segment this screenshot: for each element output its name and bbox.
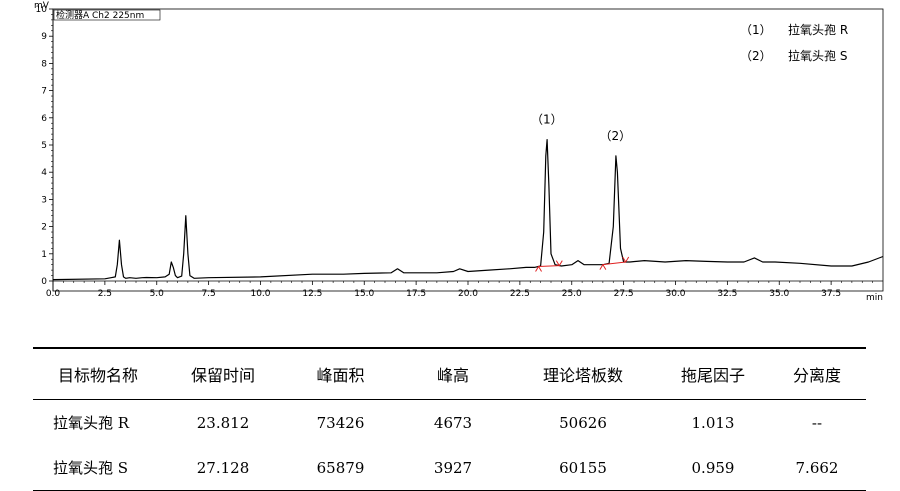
cell-peak-area: 65879 xyxy=(283,445,398,491)
detector-label: 检测器A Ch2 225nm xyxy=(53,9,161,21)
x-tick-label: 12.5 xyxy=(302,289,322,299)
integration-start-marker xyxy=(599,263,607,270)
y-tick-label: 7 xyxy=(41,87,47,97)
x-tick-label: 20.0 xyxy=(458,289,478,299)
integration-markers xyxy=(535,256,630,272)
integration-baseline xyxy=(602,261,626,266)
cell-compound-name: 拉氧头孢 S xyxy=(33,445,163,491)
integration-baseline xyxy=(538,265,560,267)
cell-tailing-factor: 1.013 xyxy=(691,413,735,432)
integration-start-marker xyxy=(535,265,542,272)
y-tick-label: 4 xyxy=(41,168,47,178)
x-tick-label: 37.5 xyxy=(821,289,841,299)
y-axis: 0 1 2 3 4 5 6 7 8 9 10 xyxy=(36,5,54,291)
legend-marker: （1） xyxy=(740,23,772,37)
header-compound-name: 目标物名称 xyxy=(33,347,163,400)
x-unit-label: min xyxy=(866,293,883,303)
chromatogram-trace xyxy=(52,139,884,281)
header-theoretical-plates: 理论塔板数 xyxy=(508,347,658,400)
legend: （1） 拉氧头孢 R （2） 拉氧头孢 S xyxy=(740,22,848,63)
table-row: 拉氧头孢 S 27.128 65879 3927 60155 0.959 7.6… xyxy=(33,445,866,491)
x-tick-label: 35.0 xyxy=(769,289,789,299)
x-tick-label: 17.5 xyxy=(406,289,426,299)
legend-entry-label: 拉氧头孢 R xyxy=(788,22,848,37)
x-tick-label: 0.0 xyxy=(46,289,61,299)
x-tick-label: 2.5 xyxy=(98,289,112,299)
y-tick-label: 5 xyxy=(41,141,47,151)
y-tick-label: 3 xyxy=(41,195,47,205)
detector-label-text: 检测器A Ch2 225nm xyxy=(56,9,144,21)
x-tick-label: 25.0 xyxy=(562,289,582,299)
table-row: 拉氧头孢 R 23.812 73426 4673 50626 1.013 -- xyxy=(33,400,866,446)
header-resolution: 分离度 xyxy=(768,347,866,400)
y-tick-label: 0 xyxy=(41,277,47,287)
y-tick-label: 6 xyxy=(41,114,47,124)
header-retention-time: 保留时间 xyxy=(163,347,283,400)
x-axis: 0.0 2.5 5.0 7.5 10.0 12.5 15.0 17.5 20.0 22.5 25.0… xyxy=(46,280,883,299)
cell-retention-time: 23.812 xyxy=(196,413,250,432)
x-tick-label: 30.0 xyxy=(665,289,685,299)
cell-retention-time: 27.128 xyxy=(163,445,283,491)
x-tick-label: 5.0 xyxy=(150,289,165,299)
x-tick-label: 10.0 xyxy=(250,289,270,299)
header-peak-height: 峰高 xyxy=(398,347,508,400)
peak-label: （2） xyxy=(600,129,632,143)
x-tick-label: 7.5 xyxy=(201,289,215,299)
x-tick-label: 22.5 xyxy=(510,289,530,299)
peak-labels: （1） （2） xyxy=(531,113,631,143)
cell-theoretical-plates: 50626 xyxy=(559,413,607,432)
results-table: 目标物名称 保留时间 峰面积 峰高 理论塔板数 拖尾因子 分离度 拉氧头孢 R … xyxy=(33,347,866,491)
x-tick-label: 32.5 xyxy=(717,289,737,299)
legend-entry-label: 拉氧头孢 S xyxy=(788,48,847,63)
peak-label: （1） xyxy=(531,113,563,127)
cell-theoretical-plates: 60155 xyxy=(508,445,658,491)
header-peak-area: 峰面积 xyxy=(283,347,398,400)
x-tick-label: 15.0 xyxy=(354,289,374,299)
cell-peak-area: 73426 xyxy=(316,413,365,432)
y-tick-label: 9 xyxy=(41,32,47,42)
x-tick-label: 27.5 xyxy=(614,289,634,299)
integration-end-marker xyxy=(555,260,563,267)
cell-compound-name: 拉氧头孢 R xyxy=(53,414,130,432)
cell-peak-height: 4673 xyxy=(433,413,473,432)
y-tick-label: 1 xyxy=(41,250,47,260)
integration-end-marker xyxy=(622,256,630,263)
cell-resolution: -- xyxy=(811,413,823,432)
legend-marker: （2） xyxy=(740,49,772,63)
y-tick-label: 10 xyxy=(36,5,48,15)
cell-peak-height: 3927 xyxy=(398,445,508,491)
series-line xyxy=(52,139,884,281)
y-tick-label: 2 xyxy=(41,223,47,233)
cell-tailing-factor: 0.959 xyxy=(658,445,768,491)
y-unit-label: mV xyxy=(34,1,50,11)
y-tick-label: 8 xyxy=(41,59,47,69)
header-tailing-factor: 拖尾因子 xyxy=(658,347,768,400)
cell-resolution: 7.662 xyxy=(768,445,866,491)
chromatogram: mV min 检测器A Ch2 225nm 0 1 2 3 4 5 6 7 8 9 10 0.0 2.… xyxy=(34,1,884,303)
table-header-row: 目标物名称 保留时间 峰面积 峰高 理论塔板数 拖尾因子 分离度 xyxy=(33,347,866,400)
